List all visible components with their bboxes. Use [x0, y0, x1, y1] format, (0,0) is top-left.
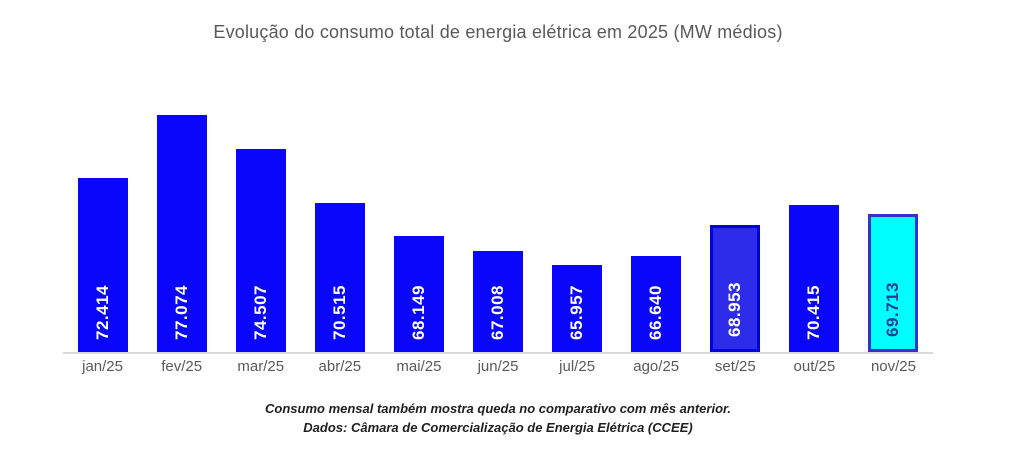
x-tick-jul-25: jul/25	[559, 358, 596, 375]
bar-nov-25: 69.713	[868, 214, 919, 352]
bar-jun-25: 67.008	[473, 251, 524, 352]
bar-set-25: 68.953	[710, 225, 761, 352]
x-tick-mai-25: mai/25	[396, 358, 442, 375]
bar-slot: 66.640	[617, 90, 696, 352]
bar-abr-25: 70.515	[314, 203, 365, 352]
chart-title: Evolução do consumo total de energia elé…	[213, 22, 783, 42]
x-tick-jan-25: jan/25	[82, 358, 123, 375]
x-tick-mar-25: mar/25	[237, 358, 285, 375]
x-tick-nov-25: nov/25	[870, 358, 916, 375]
bar-jan-25: 72.414	[77, 178, 128, 352]
bar-slot: 65.957	[538, 90, 617, 352]
bar-mar-25: 74.507	[235, 149, 286, 352]
bar-fev-25: 77.074	[156, 115, 207, 352]
plot-area: 72.414 77.074 74.507 70.515 68.149 67.008 65.9…	[63, 90, 933, 354]
bar-value-label: 72.414	[92, 285, 112, 340]
bar-value-label: 65.957	[567, 285, 587, 340]
bar-jul-25: 65.957	[552, 265, 603, 352]
footnote-line-1: Consumo mensal também mostra queda no co…	[265, 401, 731, 416]
bar-slot: 68.953	[696, 90, 775, 352]
bar-value-label: 77.074	[171, 285, 191, 340]
bar-value-label: 66.640	[646, 285, 666, 340]
bar-value-label: 70.415	[804, 285, 824, 340]
x-tick-out-25: out/25	[793, 358, 836, 375]
bar-ago-25: 66.640	[631, 256, 682, 352]
footnote-line-2: Dados: Câmara de Comercialização de Ener…	[303, 420, 693, 435]
x-axis: jan/25 fev/25 mar/25 abr/25 mai/25 jun/25 jul/…	[63, 354, 933, 380]
bar-slot: 70.415	[775, 90, 854, 352]
x-tick-ago-25: ago/25	[633, 358, 680, 375]
bar-value-label: 70.515	[329, 285, 349, 340]
x-tick-fev-25: fev/25	[161, 358, 203, 375]
bar-slot: 70.515	[300, 90, 379, 352]
bar-slot: 69.713	[854, 90, 933, 352]
bar-value-label: 68.953	[725, 282, 745, 337]
chart-footnote: Consumo mensal também mostra queda no co…	[63, 399, 933, 437]
bar-value-label: 69.713	[883, 282, 903, 337]
bar-slot: 67.008	[458, 90, 537, 352]
bar-value-label: 68.149	[408, 285, 428, 340]
bar-slot: 74.507	[221, 90, 300, 352]
x-tick-set-25: set/25	[714, 358, 756, 375]
bar-slot: 77.074	[142, 90, 221, 352]
bar-slot: 68.149	[379, 90, 458, 352]
x-tick-abr-25: abr/25	[318, 358, 362, 375]
bar-value-label: 67.008	[488, 285, 508, 340]
bar-out-25: 70.415	[789, 205, 840, 352]
bar-slot: 72.414	[63, 90, 142, 352]
x-tick-jun-25: jun/25	[477, 358, 519, 375]
bar-mai-25: 68.149	[393, 236, 444, 352]
bar-value-label: 74.507	[250, 285, 270, 340]
